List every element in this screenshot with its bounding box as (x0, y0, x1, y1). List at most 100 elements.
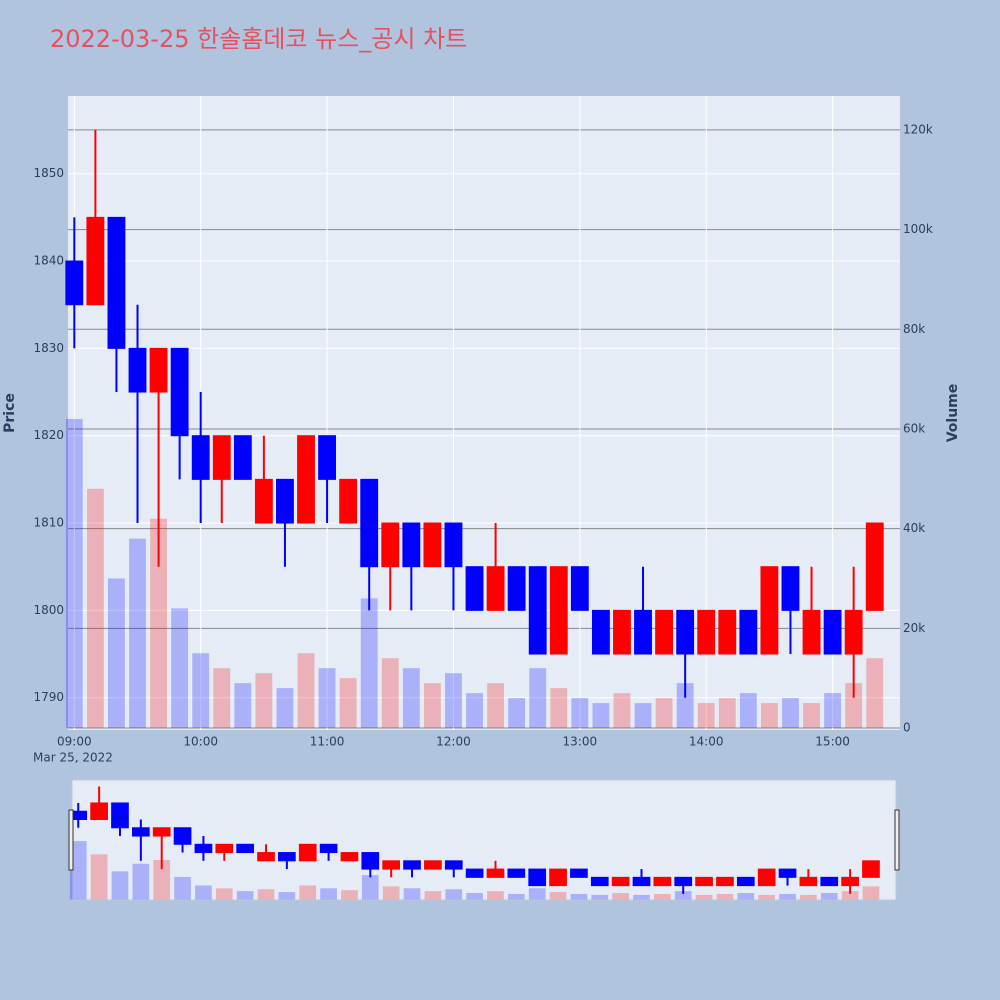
volume-bar (318, 668, 336, 729)
slider-candle-body (424, 860, 442, 870)
slider-volume-bar (549, 892, 567, 900)
y2-axis-title: Volume (945, 384, 961, 443)
y2-tick-label: 20k (903, 621, 925, 635)
candle-body (486, 566, 505, 611)
slider-candle-body (674, 876, 693, 887)
candle-body (360, 478, 379, 568)
volume-bar (339, 678, 357, 729)
slider-volume-bar (487, 891, 504, 900)
slider-volume-bar (445, 889, 463, 900)
y2-tick-label: 60k (903, 421, 925, 435)
candle-body (655, 609, 674, 655)
candle-body (276, 478, 294, 524)
volume-bar (150, 518, 167, 729)
slider-volume-bar (716, 893, 734, 900)
y-tick-label: 1800 (33, 603, 64, 617)
slider-volume-bar (111, 871, 129, 900)
x-date-label: Mar 25, 2022 (33, 751, 113, 765)
slider-candle-body (444, 860, 463, 870)
slider-volume-bar (257, 889, 275, 900)
slider-volume-bar (674, 891, 692, 900)
slider-candle-body (382, 860, 401, 870)
slider-candle-body (695, 876, 713, 887)
slider-candle-body (528, 868, 547, 887)
y-tick-label: 1790 (33, 690, 64, 704)
y2-tick-label: 40k (903, 521, 925, 535)
candle-body (254, 478, 273, 524)
slider-volume-bar (862, 886, 880, 900)
candle-body (86, 216, 105, 306)
candle-body (697, 609, 716, 655)
volume-bar (655, 698, 673, 729)
slider-volume-bar (69, 841, 87, 900)
volume-bar (297, 653, 315, 729)
candle-body (170, 347, 189, 437)
slider-volume-bar (800, 894, 817, 900)
volume-bar (676, 683, 694, 729)
x-tick-label: 09:00 (57, 735, 92, 749)
slider-volume-bar (779, 893, 796, 900)
slider-volume-bar (236, 891, 254, 900)
slider-candle-body (131, 827, 150, 837)
slider-candle-body (549, 868, 567, 887)
volume-bar (276, 688, 294, 729)
candle-body (570, 566, 589, 611)
candle-body (549, 566, 568, 655)
candle-body (191, 435, 210, 480)
y-tick-label: 1820 (33, 428, 64, 442)
x-tick-label: 13:00 (563, 735, 598, 749)
y2-tick-label: 120k (903, 122, 933, 136)
slider-volume-bar (695, 894, 713, 900)
y2-tick-label: 100k (903, 222, 933, 236)
volume-bar (213, 668, 231, 729)
slider-candle-body (319, 843, 338, 854)
candle-body (591, 609, 610, 655)
slider-candle-body (820, 876, 839, 887)
y-tick-label: 1840 (33, 254, 64, 268)
slider-candle-body (90, 802, 108, 821)
candle-body (339, 478, 358, 524)
slider-volume-bar (466, 893, 483, 900)
volume-bar (739, 693, 757, 729)
volume-bar (466, 693, 483, 729)
volume-bar (445, 673, 462, 729)
slider-candle-body (841, 876, 859, 887)
slider-candle-body (862, 860, 880, 878)
slider-volume-bar (278, 892, 296, 900)
candle-body (402, 522, 421, 568)
slider-handle (68, 809, 74, 871)
slider-candle-body (298, 843, 317, 862)
slider-candle-body (590, 876, 609, 887)
x-tick-label: 14:00 (689, 735, 724, 749)
volume-bar (129, 538, 146, 729)
slider-volume-bar (758, 894, 776, 900)
y-axis-title: Price (2, 393, 18, 433)
volume-bar (634, 703, 652, 729)
y-tick-label: 1830 (33, 341, 64, 355)
x-tick-label: 10:00 (183, 735, 218, 749)
candle-body (381, 522, 400, 568)
slider-volume-bar (424, 891, 442, 900)
slider-volume-bar (507, 893, 525, 900)
candle-body (297, 435, 315, 524)
x-tick-label: 12:00 (436, 735, 471, 749)
candle-body (128, 347, 147, 393)
candle-body (444, 522, 463, 568)
volume-bar (423, 683, 441, 729)
slider-candle-body (403, 860, 421, 870)
candle-body (65, 260, 84, 306)
x-tick-label: 15:00 (815, 735, 850, 749)
candle-body (507, 566, 526, 611)
slider-candle-body (173, 827, 192, 845)
volume-bar (697, 703, 715, 729)
volume-bar (782, 698, 799, 729)
candle-body (865, 522, 884, 611)
slider-candle-body (632, 876, 651, 887)
slider-volume-bar (382, 886, 400, 900)
volume-bar (86, 488, 104, 729)
volume-bar (571, 698, 589, 729)
volume-bar (171, 608, 189, 729)
slider-handle (894, 809, 900, 871)
x-tick-label: 11:00 (310, 735, 345, 749)
volume-bar (803, 703, 820, 729)
